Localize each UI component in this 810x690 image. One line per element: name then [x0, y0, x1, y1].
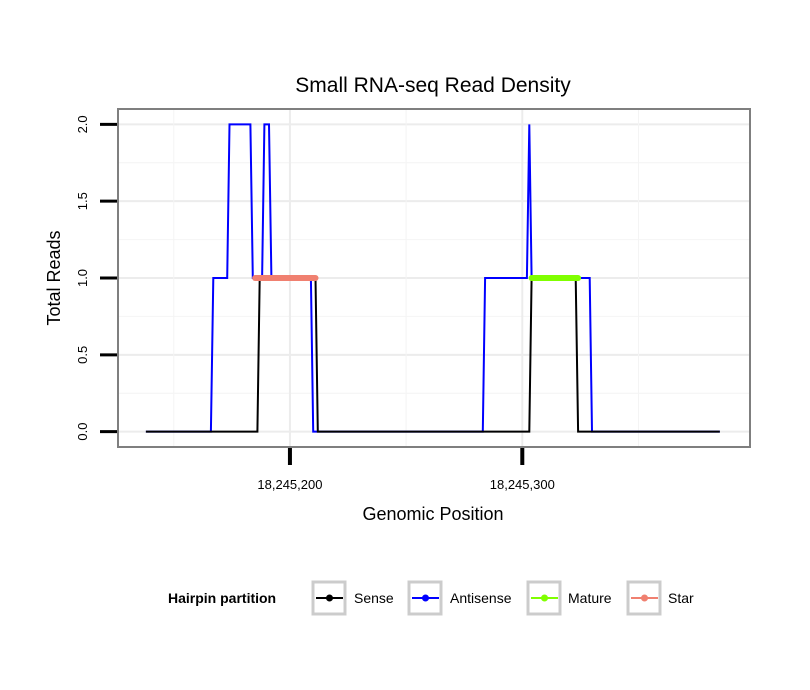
legend-entry-sense: Sense	[311, 580, 394, 616]
legend-label: Sense	[354, 590, 394, 606]
x-tick-label: 18,245,300	[490, 477, 555, 492]
y-tick-label: 1.0	[75, 269, 90, 287]
y-tick-label: 2.0	[75, 115, 90, 133]
x-tick-label: 18,245,200	[257, 477, 322, 492]
legend-label: Antisense	[450, 590, 512, 606]
plot-panel-border	[117, 108, 751, 448]
legend-entry-mature: Mature	[526, 580, 612, 616]
legend-key-dot	[641, 594, 648, 602]
legend: Hairpin partition Sense Antisense Mature St…	[168, 580, 694, 616]
x-axis: 18,245,200 18,245,300	[257, 448, 555, 492]
legend-title: Hairpin partition	[168, 590, 276, 606]
y-tick-label: 1.5	[75, 192, 90, 210]
legend-entry-antisense: Antisense	[407, 580, 512, 616]
y-tick-label: 0.0	[75, 423, 90, 441]
legend-key-dot	[422, 594, 429, 602]
legend-key-dot	[541, 594, 548, 602]
y-axis: 0.0 0.5 1.0 1.5 2.0	[75, 115, 117, 441]
series-line-sense	[145, 277, 720, 433]
x-axis-label: Genomic Position	[362, 504, 503, 524]
legend-label: Mature	[568, 590, 612, 606]
legend-label: Star	[668, 590, 694, 606]
legend-entry-star: Star	[626, 580, 694, 616]
y-axis-label: Total Reads	[44, 230, 64, 325]
chart-title: Small RNA-seq Read Density	[295, 74, 571, 97]
legend-key-dot	[326, 594, 333, 602]
y-tick-label: 0.5	[75, 346, 90, 364]
series-lines	[145, 123, 720, 433]
